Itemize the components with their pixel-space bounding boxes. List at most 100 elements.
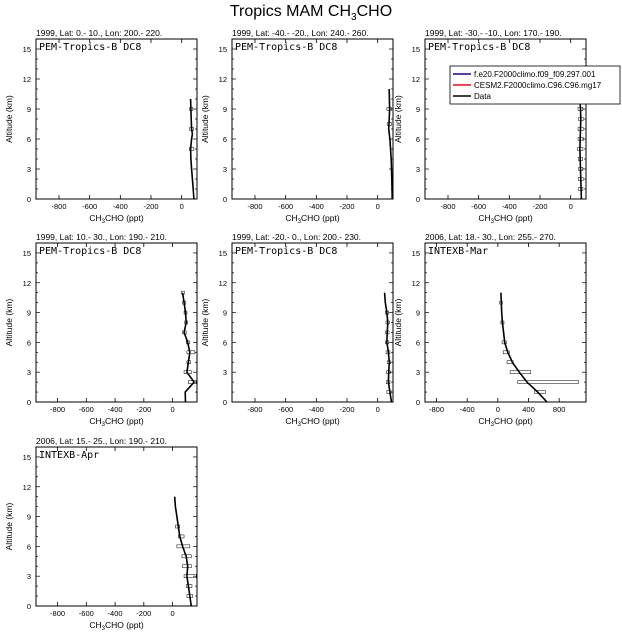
- x-tick-label: 0: [170, 609, 174, 618]
- x-tick-label: -400: [460, 405, 475, 414]
- x-tick-label: -200: [136, 405, 151, 414]
- legend-entry: CESM2.F2000climo.C96.C96.mg17: [474, 81, 602, 90]
- campaign-label: PEM-Tropics-B DC8: [39, 246, 141, 257]
- x-tick-label: 800: [553, 405, 566, 414]
- y-tick-label: 3: [416, 368, 420, 377]
- y-tick-label: 0: [416, 398, 420, 407]
- y-tick-label: 6: [27, 542, 31, 551]
- plot-frame: [35, 38, 198, 200]
- x-tick-label: -800: [50, 405, 65, 414]
- y-tick-label: 3: [27, 165, 31, 174]
- data-range-box: [517, 380, 579, 384]
- series-line-data: [383, 292, 393, 403]
- y-tick-label: 9: [27, 105, 31, 114]
- panel-title: 2006, Lat: 15.- 25., Lon: 190.- 210.: [36, 436, 167, 446]
- panel-title: 1999, Lat: -30.- -10., Lon: 170.- 190.: [425, 28, 562, 38]
- legend: f.e20.F2000climo.f09_f09.297.001 CESM2.F2…: [449, 65, 621, 105]
- chart-panel-4: 1999, Lat: 10.- 30., Lon: 190.- 210. PEM-…: [4, 232, 198, 428]
- plot-frame: [35, 242, 198, 403]
- y-tick-label: 6: [416, 338, 420, 347]
- x-tick-label: -800: [51, 202, 66, 211]
- x-axis-label: CH3CHO (ppt): [285, 213, 340, 225]
- y-axis-label: Altitude (km): [393, 298, 403, 346]
- data-range-box: [178, 534, 185, 539]
- panel-title: 1999, Lat: 0.- 10., Lon: 200.- 220.: [36, 28, 162, 38]
- plot-frame: [424, 38, 587, 200]
- campaign-label: INTEXB-Mar: [428, 246, 488, 257]
- y-axis-label: Altitude (km): [4, 502, 14, 550]
- y-tick-label: 0: [223, 195, 227, 204]
- legend-entry: f.e20.F2000climo.f09_f09.297.001: [474, 70, 596, 79]
- title-main: Tropics MAM CH: [229, 3, 352, 20]
- chart-panel-3: 1999, Lat: -30.- -10., Lon: 170.- 190. PE…: [393, 28, 587, 225]
- x-axis-label: CH3CHO (ppt): [478, 213, 533, 225]
- y-tick-label: 9: [27, 309, 31, 318]
- x-axis-label: CH3CHO (ppt): [478, 416, 533, 428]
- y-tick-label: 9: [416, 105, 420, 114]
- y-tick-label: 0: [223, 398, 227, 407]
- y-tick-label: 15: [23, 249, 31, 258]
- x-tick-label: 400: [522, 405, 535, 414]
- x-tick-label: -800: [429, 405, 444, 414]
- x-axis-label: CH3CHO (ppt): [89, 620, 144, 632]
- x-tick-label: -600: [79, 609, 94, 618]
- y-tick-label: 12: [23, 75, 31, 84]
- x-tick-label: -200: [339, 202, 354, 211]
- x-tick-label: -400: [113, 202, 128, 211]
- x-tick-label: -200: [339, 405, 354, 414]
- y-tick-label: 12: [219, 75, 227, 84]
- x-tick-label: -200: [136, 609, 151, 618]
- y-tick-label: 12: [412, 279, 420, 288]
- y-tick-label: 3: [27, 572, 31, 581]
- panel-title: 1999, Lat: 10.- 30., Lon: 190.- 210.: [36, 232, 167, 242]
- data-range-box: [186, 350, 196, 355]
- y-tick-label: 3: [223, 368, 227, 377]
- x-tick-label: -800: [440, 202, 455, 211]
- legend-box: [449, 65, 621, 105]
- x-tick-label: 0: [376, 202, 380, 211]
- y-axis-label: Altitude (km): [200, 95, 210, 143]
- x-tick-label: 0: [180, 202, 184, 211]
- x-tick-label: -800: [247, 202, 262, 211]
- y-axis-label: Altitude (km): [4, 95, 14, 143]
- x-tick-label: -800: [247, 405, 262, 414]
- series-line-data: [181, 292, 196, 403]
- plot-frame: [424, 242, 587, 403]
- y-tick-label: 6: [416, 135, 420, 144]
- chart-panel-6: 2006, Lat: 18.- 30., Lon: 255.- 270. INTE…: [393, 232, 587, 428]
- plot-frame: [231, 38, 394, 200]
- y-tick-label: 12: [412, 75, 420, 84]
- y-tick-label: 9: [27, 513, 31, 522]
- y-tick-label: 0: [27, 195, 31, 204]
- chart-panel-2: 1999, Lat: -40.- -20., Lon: 240.- 260. PE…: [200, 28, 394, 225]
- series-line-data: [500, 292, 548, 403]
- x-axis-label: CH3CHO (ppt): [285, 416, 340, 428]
- x-tick-label: -400: [309, 202, 324, 211]
- y-tick-label: 9: [223, 105, 227, 114]
- campaign-label: PEM-Tropics-B DC8: [39, 42, 141, 53]
- y-tick-label: 15: [412, 249, 420, 258]
- x-tick-label: -600: [471, 202, 486, 211]
- campaign-label: PEM-Tropics-B DC8: [235, 42, 337, 53]
- x-tick-label: -800: [50, 609, 65, 618]
- y-tick-label: 15: [412, 45, 420, 54]
- y-tick-label: 15: [23, 453, 31, 462]
- legend-entry: Data: [474, 92, 491, 101]
- y-tick-label: 0: [27, 398, 31, 407]
- chart-panel-5: 1999, Lat: -20.- 0., Lon: 200.- 230. PEM-…: [200, 232, 394, 428]
- y-tick-label: 6: [223, 135, 227, 144]
- y-tick-label: 3: [27, 368, 31, 377]
- y-tick-label: 9: [416, 309, 420, 318]
- figure-title: Tropics MAM CH3CHO: [0, 3, 622, 23]
- y-tick-label: 3: [223, 165, 227, 174]
- y-axis-label: Altitude (km): [200, 298, 210, 346]
- y-tick-label: 15: [219, 45, 227, 54]
- y-tick-label: 12: [23, 279, 31, 288]
- plot-frame: [231, 242, 394, 403]
- x-tick-label: -200: [143, 202, 158, 211]
- series-line-data: [189, 98, 195, 200]
- x-tick-label: -600: [79, 405, 94, 414]
- x-tick-label: 0: [569, 202, 573, 211]
- x-tick-label: -600: [278, 202, 293, 211]
